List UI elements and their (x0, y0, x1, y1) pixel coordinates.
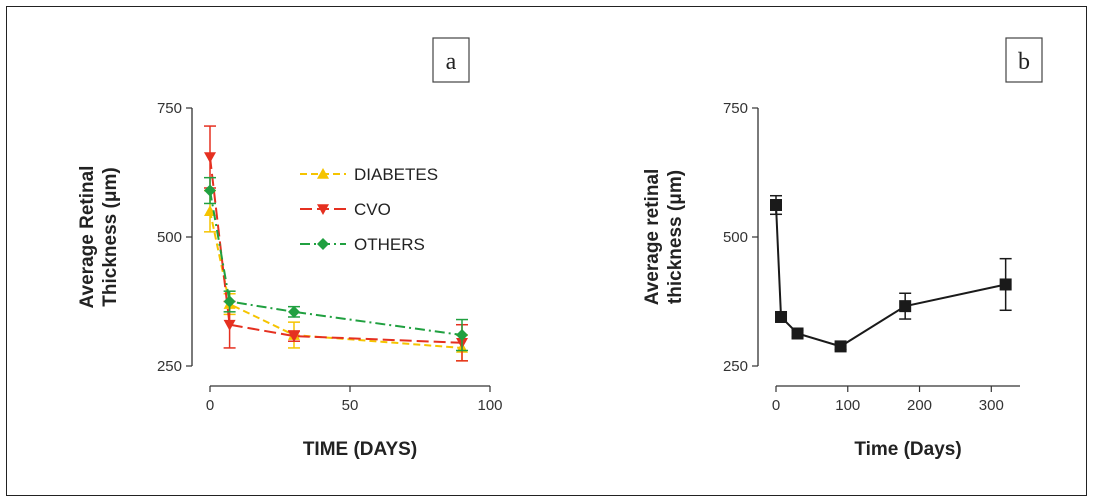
data-point (223, 295, 236, 308)
y-tick-label: 750 (723, 100, 748, 117)
series-line (209, 210, 463, 349)
legend-label: OTHERS (354, 235, 425, 254)
panel-label-box (1005, 37, 1043, 83)
legend-marker (317, 204, 329, 215)
data-point (999, 278, 1012, 291)
panel-label: b (1018, 49, 1030, 75)
x-tick-label: 0 (772, 397, 780, 414)
x-axis-title: TIME (DAYS) (303, 439, 417, 460)
legend-marker (317, 168, 329, 179)
data-point (204, 152, 216, 164)
legend: DIABETES CVO OTHERS (300, 165, 438, 254)
series-line (775, 204, 1006, 348)
data-point (288, 331, 300, 343)
y-tick-label: 250 (157, 358, 182, 375)
y-tick-label: 750 (157, 100, 182, 117)
y-axis-title-line1: Average retinal (642, 169, 663, 306)
data-point (791, 327, 804, 340)
x-tick-label: 200 (907, 397, 932, 414)
panel-label: a (446, 49, 457, 75)
panel-label-box (432, 37, 470, 83)
y-axis-title-line2: thickness (μm) (665, 170, 686, 304)
x-axis-title: Time (Days) (854, 439, 961, 460)
data-point (223, 319, 236, 331)
data-point (834, 340, 847, 353)
series-others (204, 176, 468, 352)
y-tick-label: 500 (157, 229, 182, 246)
data-point (775, 310, 788, 323)
y-axis-title-line1: Average Retinal (77, 166, 98, 309)
data-point (899, 300, 912, 313)
figure-frame (6, 6, 1087, 496)
x-tick-label: 50 (342, 397, 359, 414)
x-tick-label: 100 (477, 397, 502, 414)
y-tick-label: 500 (723, 229, 748, 246)
data-point (456, 329, 468, 342)
series-line (209, 190, 463, 337)
legend-marker (317, 238, 329, 250)
data-point (204, 184, 216, 197)
y-tick-label: 250 (723, 358, 748, 375)
chart-panel-a: a 250 500 750 0 50 100 Average Retinal Thickness… (77, 37, 503, 460)
data-point (288, 305, 300, 318)
series-diabetes (204, 189, 468, 362)
legend-label: DIABETES (354, 165, 438, 184)
x-tick-label: 0 (206, 397, 214, 414)
y-axis-title-line2: Thickness (μm) (100, 167, 121, 306)
x-tick-label: 300 (979, 397, 1004, 414)
legend-label: CVO (354, 200, 391, 219)
data-point (770, 199, 782, 212)
x-tick-label: 100 (835, 397, 860, 414)
chart-panel-b: b 250 500 750 0 100 200 300 Average retinal thick… (642, 37, 1043, 460)
series-line-0 (770, 194, 1012, 353)
data-point (204, 205, 216, 216)
